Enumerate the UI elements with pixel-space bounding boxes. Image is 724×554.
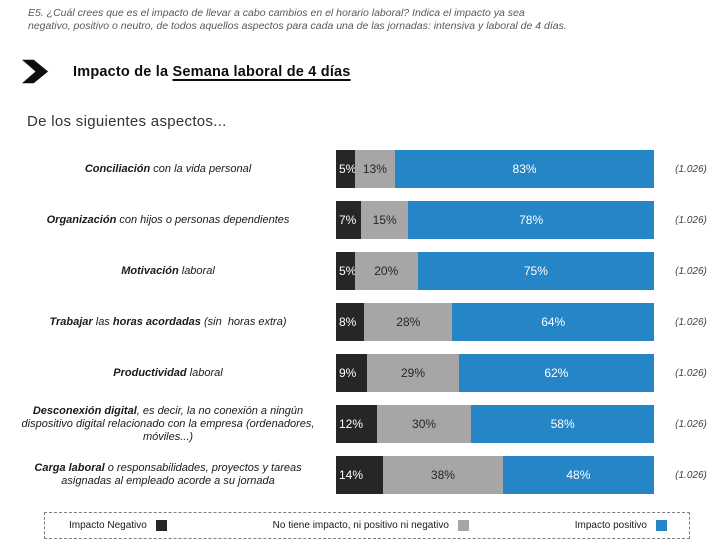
chart-row: Carga laboral o responsabilidades, proye… [0, 456, 724, 494]
chart-row: Organización con hijos o personas depend… [0, 201, 724, 239]
bar-segment-neutral: 38% [383, 456, 503, 494]
legend-item: No tiene impacto, ni positivo ni negativ… [273, 520, 469, 531]
aspect-label: Carga laboral o responsabilidades, proye… [34, 462, 302, 487]
bar-segment-positive: 78% [408, 201, 654, 239]
page-title-underlined: Semana laboral de 4 días [172, 63, 351, 80]
bar-segment-neutral: 20% [354, 252, 418, 290]
aspect-label: Motivación laboral [121, 264, 215, 277]
bar-segment-negative: 5% [336, 252, 356, 290]
sample-size: (1.026) [675, 316, 707, 328]
bar-segment-neutral: 30% [376, 405, 472, 443]
bar-segment-negative: 14% [336, 456, 384, 494]
aspect-label: Trabajar las horas acordadas (sin horas … [49, 315, 287, 328]
survey-question-note: E5. ¿Cuál crees que es el impacto de lle… [28, 7, 567, 32]
bar-segment-negative: 12% [336, 405, 377, 443]
bar-segment-negative: 5% [336, 150, 356, 188]
stacked-bar: 9% 29% 62% [336, 354, 654, 392]
bar-segment-neutral: 28% [364, 303, 453, 341]
bar-segment-negative: 8% [336, 303, 365, 341]
legend-label: Impacto Negativo [69, 520, 147, 531]
sample-size: (1.026) [675, 163, 707, 175]
stacked-bar-chart: Conciliación con la vida personal 5% 13%… [0, 150, 724, 507]
bar-segment-positive: 62% [458, 354, 654, 392]
legend-label: Impacto positivo [574, 520, 647, 531]
sample-size: (1.026) [675, 367, 707, 379]
legend-label: No tiene impacto, ni positivo ni negativ… [272, 520, 449, 531]
legend-swatch-neutral [457, 520, 469, 531]
chevron-right-icon [22, 59, 49, 84]
aspect-label: Productividad laboral [113, 366, 223, 379]
bar-segment-neutral: 29% [367, 354, 459, 392]
bar-segment-neutral: 15% [361, 201, 409, 239]
bar-segment-positive: 75% [417, 252, 654, 290]
legend-box: Impacto Negativo No tiene impacto, ni po… [44, 512, 690, 539]
bar-segment-positive: 64% [452, 303, 654, 341]
bar-segment-positive: 83% [395, 150, 654, 188]
section-title-row: Impacto de la Semana laboral de 4 días [22, 59, 351, 84]
bar-segment-positive: 48% [502, 456, 654, 494]
chart-row: Desconexión digital, es decir, la no con… [0, 405, 724, 443]
stacked-bar: 8% 28% 64% [336, 303, 654, 341]
stacked-bar: 14% 38% 48% [336, 456, 654, 494]
legend-item: Impacto positivo [575, 520, 667, 531]
page-title-prefix: Impacto de la [73, 63, 173, 80]
stacked-bar: 5% 13% 83% [336, 150, 654, 188]
aspect-label: Conciliación con la vida personal [84, 162, 252, 175]
bar-segment-neutral: 13% [354, 150, 396, 188]
page-title: Impacto de la Semana laboral de 4 días [73, 64, 351, 80]
chart-row: Productividad laboral 9% 29% 62% (1.026) [0, 354, 724, 392]
sample-size: (1.026) [675, 469, 707, 481]
aspect-label: Desconexión digital, es decir, la no con… [21, 404, 315, 443]
sample-size: (1.026) [675, 418, 707, 430]
aspect-label: Organización con hijos o personas depend… [46, 213, 290, 226]
sample-size: (1.026) [675, 214, 707, 226]
legend-swatch-positive [656, 520, 667, 531]
stacked-bar: 5% 20% 75% [336, 252, 654, 290]
bar-segment-negative: 9% [336, 354, 368, 392]
legend-swatch-negative [155, 520, 167, 531]
chart-row: Trabajar las horas acordadas (sin horas … [0, 303, 724, 341]
bar-segment-positive: 58% [471, 405, 654, 443]
legend-item: Impacto Negativo [69, 520, 167, 531]
sample-size: (1.026) [675, 265, 707, 277]
chart-subtitle: De los siguientes aspectos... [27, 113, 227, 130]
chart-row: Conciliación con la vida personal 5% 13%… [0, 150, 724, 188]
chart-row: Motivación laboral 5% 20% 75% (1.026) [0, 252, 724, 290]
stacked-bar: 7% 15% 78% [336, 201, 654, 239]
stacked-bar: 12% 30% 58% [336, 405, 654, 443]
bar-segment-negative: 7% [336, 201, 362, 239]
